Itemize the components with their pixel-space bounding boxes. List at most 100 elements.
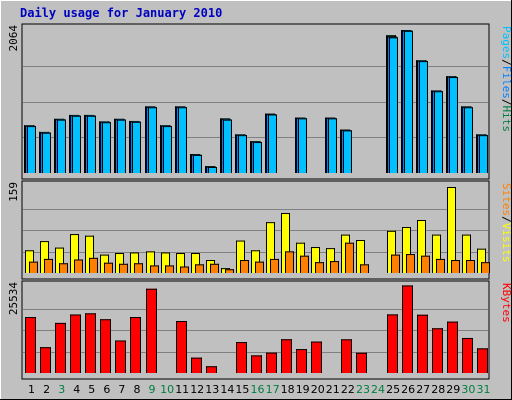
bar-kbytes-day-7 <box>115 340 126 373</box>
bar-kbytes-day-11 <box>176 320 187 373</box>
bar-kbytes-day-18 <box>281 339 292 373</box>
bar-kbytes-day-8 <box>130 317 141 373</box>
bar-pages-day-13 <box>208 166 217 173</box>
bar-visits-day-26 <box>402 227 411 273</box>
bar-visits-day-3 <box>55 247 64 273</box>
bar-pages-day-2 <box>42 132 51 173</box>
legend-entry-sep2: / <box>500 99 512 106</box>
bar-pages-day-27 <box>419 61 428 173</box>
bar-pages-day-26 <box>404 30 413 174</box>
bar-pages-day-10 <box>163 126 172 173</box>
day-label: 20 <box>311 383 325 396</box>
bar-sites-day-14 <box>225 269 234 273</box>
day-label: 18 <box>281 383 295 396</box>
bar-kbytes-day-19 <box>296 349 307 373</box>
bar-pages-day-19 <box>298 118 307 173</box>
bar-visits-day-25 <box>387 230 396 273</box>
day-label: 12 <box>190 383 204 396</box>
bar-kbytes-day-15 <box>236 342 247 373</box>
bar-kbytes-day-26 <box>402 285 413 373</box>
bar-sites-day-19 <box>300 255 309 273</box>
bar-visits-day-23 <box>356 240 365 273</box>
bar-sites-day-21 <box>330 261 339 273</box>
bar-visits-day-27 <box>417 219 426 273</box>
day-label: 3 <box>58 383 65 396</box>
bar-sites-day-23 <box>360 264 369 273</box>
day-label: 17 <box>266 383 280 396</box>
legend-entry-sep1: / <box>500 216 512 223</box>
day-label: 5 <box>88 383 95 396</box>
day-label: 25 <box>386 383 400 396</box>
day-label: 4 <box>73 383 80 396</box>
day-label: 23 <box>356 383 370 396</box>
chart-title: Daily usage for January 2010 <box>20 6 222 20</box>
legend-kbytes: KBytes <box>500 283 512 323</box>
bar-sites-day-4 <box>74 259 83 273</box>
bar-visits-day-9 <box>146 251 155 273</box>
panel-visits-sites: 159 Sites/Visits <box>7 180 512 280</box>
bar-sites-day-20 <box>315 262 324 273</box>
bar-visits-day-31 <box>477 248 486 273</box>
bar-kbytes-day-12 <box>191 357 202 373</box>
legend-entry-hits: Hits <box>500 106 512 133</box>
bar-sites-day-22 <box>345 242 354 273</box>
bar-kbytes-day-25 <box>387 314 398 373</box>
bar-kbytes-day-28 <box>432 328 443 373</box>
day-label: 30 <box>461 383 475 396</box>
day-label: 19 <box>296 383 310 396</box>
bar-sites-day-31 <box>481 262 490 273</box>
legend-visits-sites: Sites/Visits <box>500 183 512 263</box>
bar-sites-day-7 <box>119 263 128 273</box>
bar-kbytes-day-20 <box>311 341 322 373</box>
bar-pages-day-4 <box>72 115 81 173</box>
bar-sites-day-18 <box>285 251 294 273</box>
bar-visits-day-29 <box>447 187 456 273</box>
bar-visits-day-5 <box>85 235 94 273</box>
bar-visits-day-10 <box>161 252 170 273</box>
day-label: 6 <box>103 383 110 396</box>
day-axis-labels: 1 2 3 4 5 6 7 8 9 10 11 12 13 14 15 16 17 18 19 20 21 22 23 24 2… <box>28 383 491 396</box>
bar-visits-day-28 <box>432 234 441 273</box>
bar-sites-day-15 <box>240 260 249 273</box>
ymax-label-visits-sites: 159 <box>7 182 20 202</box>
bar-kbytes-day-1 <box>25 317 36 373</box>
bar-sites-day-9 <box>150 265 159 273</box>
legend-hits-files-pages: Pages/Files/Hits <box>500 26 512 132</box>
bar-pages-day-30 <box>464 107 473 173</box>
day-label: 1 <box>28 383 35 396</box>
bar-pages-day-9 <box>148 107 157 173</box>
day-label: 26 <box>401 383 415 396</box>
bar-sites-day-13 <box>210 263 219 273</box>
legend-entry-files: Files <box>500 66 512 99</box>
bar-visits-day-4 <box>70 234 79 273</box>
bar-pages-day-17 <box>268 114 277 173</box>
day-label: 7 <box>118 383 125 396</box>
day-label: 28 <box>431 383 445 396</box>
bar-kbytes-day-23 <box>356 352 367 373</box>
bar-sites-day-26 <box>406 254 415 273</box>
bar-kbytes-day-29 <box>447 321 458 373</box>
bar-sites-day-8 <box>134 263 143 273</box>
day-label: 11 <box>175 383 189 396</box>
day-label: 2 <box>43 383 50 396</box>
bar-visits-day-15 <box>236 240 245 273</box>
day-label: 9 <box>149 383 156 396</box>
bar-pages-day-16 <box>253 142 262 173</box>
bar-visits-day-18 <box>281 212 290 273</box>
legend-entry-visits: Visits <box>500 223 512 263</box>
bar-sites-day-11 <box>180 266 189 273</box>
legend-entry-pages: Pages <box>500 26 512 59</box>
day-label: 14 <box>220 383 234 396</box>
bar-kbytes-day-16 <box>251 355 262 373</box>
bar-visits-day-30 <box>462 234 471 273</box>
day-label: 27 <box>416 383 430 396</box>
bar-kbytes-day-4 <box>70 314 81 373</box>
bar-pages-day-31 <box>479 135 488 173</box>
bar-visits-day-8 <box>130 252 139 273</box>
bar-sites-day-6 <box>104 262 113 273</box>
bar-kbytes-day-17 <box>266 352 277 373</box>
day-label: 15 <box>235 383 249 396</box>
bar-pages-day-25 <box>389 37 398 173</box>
bar-pages-day-21 <box>328 118 337 173</box>
bar-sites-day-25 <box>391 254 400 273</box>
